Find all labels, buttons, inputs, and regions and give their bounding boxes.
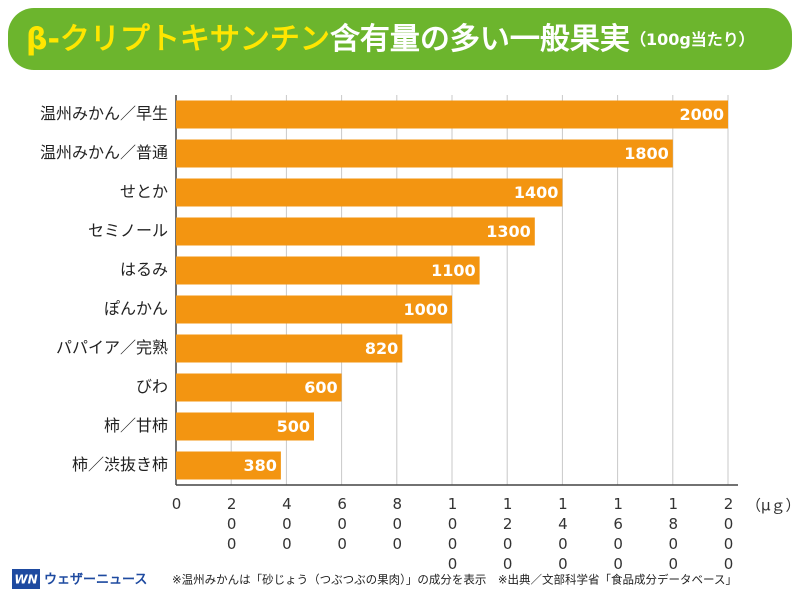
x-tick-label: 1600	[609, 495, 627, 575]
footnote: ※温州みかんは「砂じょう（つぶつぶの果肉）」の成分を表示 ※出典／文部科学省「食…	[172, 573, 737, 587]
value-label: 1800	[624, 144, 669, 163]
bar	[176, 139, 673, 168]
y-tick-label: セミノール	[88, 221, 168, 240]
brand-logo: WN	[14, 573, 37, 587]
x-tick-label: 0	[168, 495, 186, 515]
bar	[176, 295, 452, 324]
y-tick-label: ぽんかん	[104, 299, 168, 318]
brand-logo-box	[12, 569, 40, 589]
y-tick-label: 温州みかん／早生	[40, 104, 168, 123]
y-tick-label: せとか	[120, 182, 168, 201]
x-tick-label: 1400	[554, 495, 572, 575]
x-tick-label: 200	[223, 495, 241, 555]
title-banner	[8, 8, 792, 70]
x-tick-label: 600	[333, 495, 351, 555]
x-unit: （μｇ）	[746, 497, 800, 515]
y-tick-label: 柿／甘柿	[104, 416, 168, 435]
value-label: 600	[304, 378, 337, 397]
y-tick-label: パパイア／完熟	[56, 338, 168, 357]
value-label: 1400	[514, 183, 559, 202]
brand-name: ウェザーニュース	[44, 573, 147, 588]
value-label: 1300	[486, 222, 531, 241]
value-label: 2000	[679, 105, 724, 124]
bar	[176, 217, 535, 246]
value-label: 380	[243, 456, 276, 475]
value-label: 500	[277, 417, 310, 436]
x-tick-label: 2000	[720, 495, 738, 575]
y-tick-label: 温州みかん／普通	[40, 143, 168, 162]
bar	[176, 256, 480, 285]
x-tick-label: 800	[388, 495, 406, 555]
title-main: 含有量の多い一般果実	[330, 22, 630, 57]
bar	[176, 334, 403, 363]
y-tick-label: びわ	[136, 377, 168, 396]
y-tick-label: はるみ	[120, 260, 168, 279]
bar	[176, 178, 563, 207]
bar	[176, 100, 728, 129]
bar	[176, 451, 281, 480]
bar	[176, 373, 342, 402]
title-highlight: β-クリプトキサンチン	[26, 22, 330, 57]
title-note: （100g当たり）	[630, 30, 755, 49]
bar	[176, 412, 314, 441]
value-label: 1000	[403, 300, 448, 319]
chart-title: β-クリプトキサンチン含有量の多い一般果実（100g当たり）	[26, 22, 755, 57]
x-tick-label: 1000	[444, 495, 462, 575]
x-tick-label: 1200	[499, 495, 517, 575]
value-label: 820	[365, 339, 398, 358]
value-label: 1100	[431, 261, 476, 280]
x-tick-label: 400	[278, 495, 296, 555]
x-tick-label: 1800	[664, 495, 682, 575]
y-tick-label: 柿／渋抜き柿	[72, 455, 168, 474]
